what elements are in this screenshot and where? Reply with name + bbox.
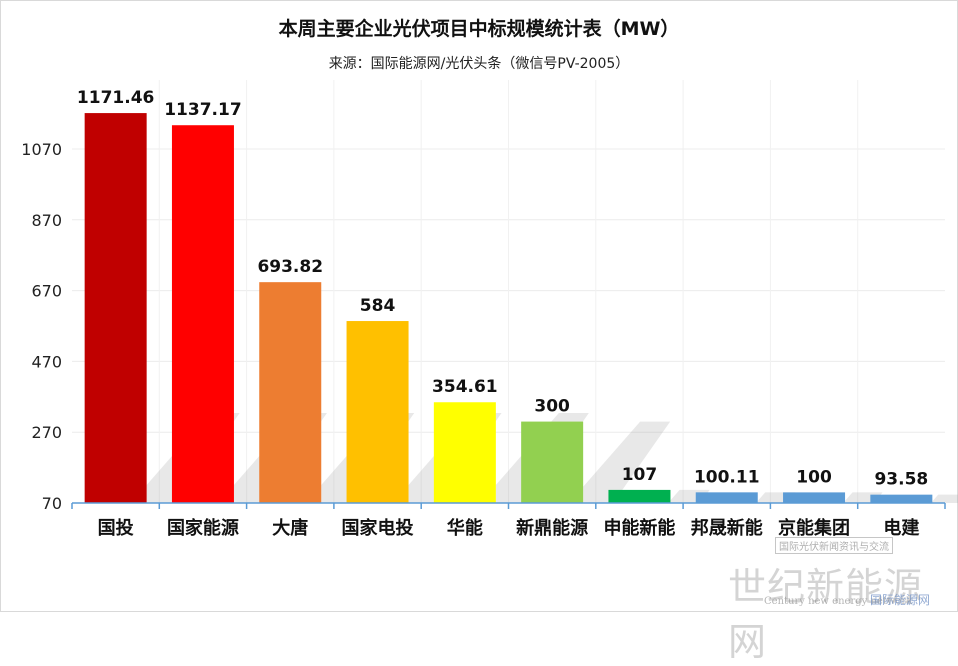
watermark-english: Century new energy network <box>764 596 913 607</box>
bar <box>259 282 322 503</box>
bar <box>521 421 584 503</box>
bar-shadow <box>932 494 958 503</box>
data-label: 354.61 <box>432 377 498 397</box>
y-tick-label: 70 <box>42 494 62 513</box>
bar <box>695 492 758 503</box>
bar-chart: 70 270 470 670 870 1070 1171.46 国投 1137.17 国家能源 69… <box>21 80 958 539</box>
data-label: 93.58 <box>874 470 928 490</box>
x-tick-label: 京能集团 <box>778 517 850 539</box>
bar <box>433 402 496 503</box>
data-label: 1137.17 <box>164 100 241 120</box>
y-tick-label: 270 <box>31 423 62 442</box>
watermark-subtitle: 国际光伏新闻资讯与交流 <box>775 537 893 554</box>
y-tick-label: 1070 <box>21 140 62 159</box>
watermark-brand: 国际能源网 <box>870 593 931 607</box>
watermark-logo-text: 世纪新能源网 <box>728 565 924 664</box>
x-tick-label: 国家能源 <box>167 517 239 539</box>
x-tick-label: 华能 <box>447 517 483 539</box>
bar-shadow <box>583 421 671 503</box>
bar <box>608 489 671 503</box>
y-tick-label: 870 <box>31 211 62 230</box>
bar <box>84 113 147 503</box>
chart-title: 本周主要企业光伏项目中标规模统计表（MW） <box>278 18 680 40</box>
data-label: 584 <box>360 296 396 316</box>
bar <box>171 125 234 504</box>
x-tick-label: 申能新能 <box>603 517 675 539</box>
y-tick-label: 670 <box>31 282 62 301</box>
x-tick-label: 新鼎能源 <box>516 517 588 539</box>
data-label: 1171.46 <box>77 88 154 108</box>
chart-subtitle: 来源：国际能源网/光伏头条（微信号PV-2005） <box>328 56 630 72</box>
bar <box>870 494 933 503</box>
data-label: 100.11 <box>694 467 760 487</box>
data-label: 107 <box>622 465 658 485</box>
x-tick-label: 国投 <box>98 517 134 539</box>
x-tick-label: 邦晟新能 <box>691 517 763 539</box>
x-tick-label: 电建 <box>883 517 919 539</box>
data-label: 693.82 <box>257 257 323 277</box>
data-label: 100 <box>796 467 832 487</box>
x-tick-label: 国家电投 <box>342 517 414 539</box>
bar <box>346 321 409 503</box>
y-tick-label: 470 <box>31 352 62 371</box>
x-tick-label: 大唐 <box>272 517 308 539</box>
bar <box>783 492 846 503</box>
data-label: 300 <box>534 397 570 417</box>
